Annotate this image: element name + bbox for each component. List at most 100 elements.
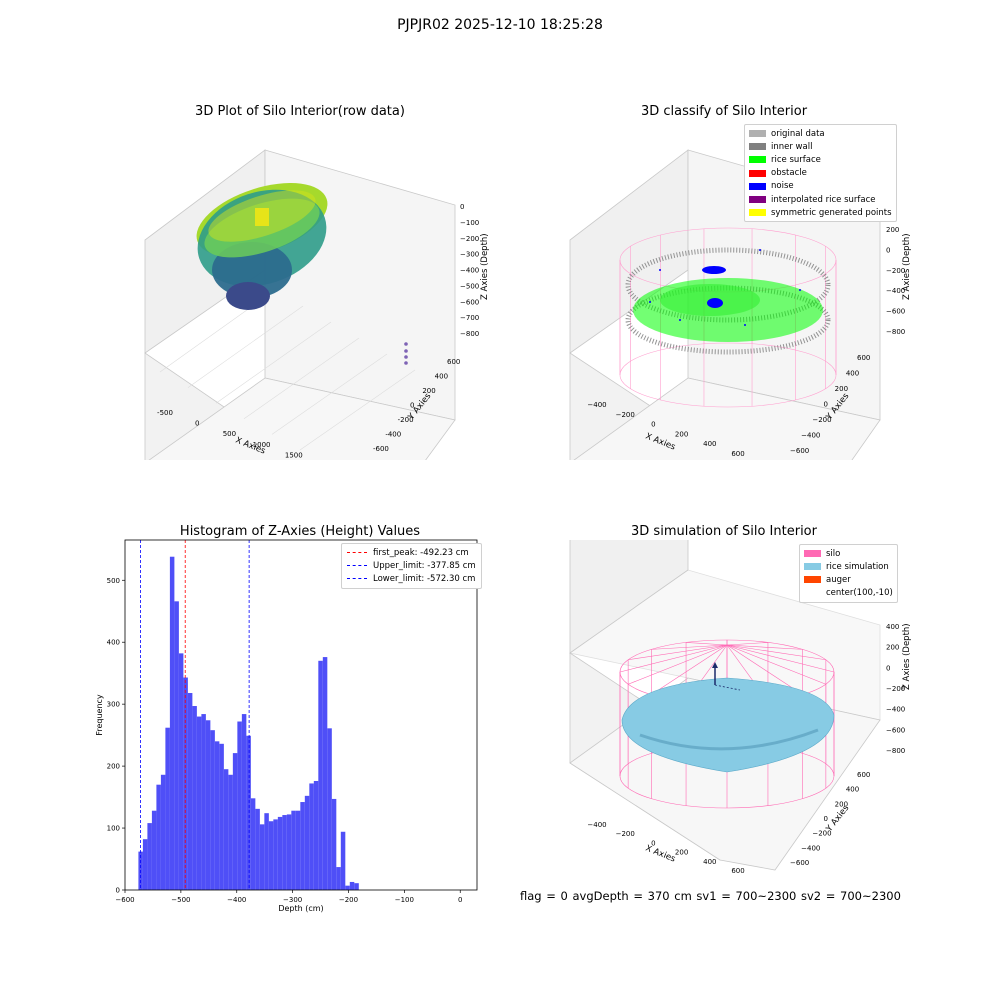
panel1-y-tick: -400 <box>385 431 401 439</box>
panel1-z-tick: 0 <box>460 203 464 211</box>
legend4-swatch <box>804 563 821 571</box>
histogram-y-label: Frequency <box>95 694 104 736</box>
panel2-x-ticks: −400 −200 0 200 400 600 <box>587 401 744 458</box>
histogram-legend-entry: Upper_limit: -377.85 cm <box>347 559 476 572</box>
panel4-z-tick: 200 <box>886 644 899 652</box>
panel4-x-tick: 200 <box>675 849 688 857</box>
histogram-bar <box>304 795 310 890</box>
panel2-y-tick: 600 <box>857 354 870 362</box>
legend2-swatch <box>749 130 766 138</box>
legend2-swatch <box>749 182 766 190</box>
panel4-x-label: X Axies <box>644 844 677 865</box>
histogram-bar <box>340 831 346 890</box>
panel2-x-tick: 0 <box>651 421 655 429</box>
legend2-label: noise <box>771 181 794 192</box>
histogram-y-tick: 300 <box>107 701 120 709</box>
histogram-legend-label: Lower_limit: -572.30 cm <box>373 573 476 584</box>
panel4-z-ticks: 400 200 0 −200 −400 −600 −800 <box>886 623 905 755</box>
legend4-label: auger <box>826 574 851 585</box>
panel2-z-tick: 200 <box>886 226 899 234</box>
histogram-x-tick: −100 <box>395 896 414 904</box>
histogram-bar <box>273 819 278 890</box>
histogram-axes-frame <box>124 539 478 891</box>
panel2-y-tick: −600 <box>790 447 809 455</box>
panel1-x-tick: -500 <box>157 409 173 417</box>
histogram-bar <box>300 802 305 890</box>
histogram-y-tick: 200 <box>107 763 120 771</box>
histogram-bar <box>250 798 256 890</box>
panel1-z-tick: −200 <box>460 235 479 243</box>
histogram-bar <box>349 881 355 890</box>
histogram-legend-entry: first_peak: -492.23 cm <box>347 546 476 559</box>
panel1-y-tick: -600 <box>373 445 389 453</box>
panel1-x-tick: 500 <box>223 430 236 438</box>
histogram-bar <box>165 727 170 890</box>
panel2-z-tick: −200 <box>886 267 905 275</box>
panel2-z-label: Z Axies (Depth) <box>902 233 912 300</box>
panel2-noise-points <box>649 249 801 326</box>
histogram-bar <box>237 721 242 890</box>
panel2-x-tick: 200 <box>675 430 688 438</box>
panel2-z-tick: −600 <box>886 308 905 316</box>
panel1-x-tick: 1500 <box>285 451 303 459</box>
histogram-bar <box>232 753 238 890</box>
histogram-bar <box>354 883 359 890</box>
histogram-bar <box>331 798 337 890</box>
panel3-title: Histogram of Z-Axies (Height) Values <box>179 524 421 539</box>
histogram-bars <box>138 556 359 890</box>
legend2-entry: rice surface <box>749 153 892 166</box>
panel2-y-ticks: −600 −400 −200 0 200 400 600 <box>790 354 870 455</box>
panel1-x-tick: 1000 <box>253 441 271 449</box>
histogram-bar <box>187 693 193 890</box>
panel2-x-tick: −400 <box>587 401 606 409</box>
panel1-x-tick: 0 <box>195 420 199 428</box>
legend2-swatch <box>749 143 766 151</box>
legend4-label: silo <box>826 548 841 559</box>
legend4-swatch <box>804 550 821 558</box>
legend4-entry: center(100,-10) <box>804 587 893 600</box>
histogram-bar <box>196 716 202 890</box>
histogram-legend-line <box>347 552 367 554</box>
histogram-y-tick: 100 <box>107 825 120 833</box>
panel1-y-tick: 400 <box>435 373 448 381</box>
panel1-z-tick: −100 <box>460 219 479 227</box>
histogram-bar <box>142 839 148 890</box>
figure-title: PJPJR02 2025-12-10 18:25:28 <box>397 17 603 33</box>
histogram-legend-line <box>347 565 367 567</box>
histogram-bar <box>192 706 197 890</box>
panel2-legend: original data inner wall rice surface obsta… <box>744 124 897 223</box>
legend2-swatch <box>749 196 766 204</box>
legend4-entry: silo <box>804 547 893 560</box>
histogram-reference-lines <box>140 540 250 890</box>
status-readout: flag = 0 avgDepth = 370 cm sv1 = 700~230… <box>520 889 901 903</box>
legend2-label: obstacle <box>771 168 807 179</box>
histogram-bar <box>336 867 341 890</box>
histogram-bar <box>201 714 206 890</box>
legend4-label: rice simulation <box>826 561 889 572</box>
panel4-z-tick: −600 <box>886 726 905 734</box>
panel4-y-tick: 0 <box>824 815 828 823</box>
histogram-bar <box>295 810 301 890</box>
panel2-y-tick: 200 <box>835 385 848 393</box>
legend2-label: inner wall <box>771 141 813 152</box>
panel4-y-tick: 200 <box>835 800 848 808</box>
panel1-y-tick: 200 <box>422 387 435 395</box>
histogram-x-label: Depth (cm) <box>278 904 323 913</box>
panel4-z-label: Z Axies (Depth) <box>902 623 912 690</box>
histogram-legend-line <box>347 578 367 580</box>
histogram-bar <box>309 783 314 890</box>
histogram-legend-label: first_peak: -492.23 cm <box>373 547 469 558</box>
histogram-bar <box>259 824 265 890</box>
histogram-bar <box>277 816 283 890</box>
legend2-label: original data <box>771 128 825 139</box>
legend2-entry: obstacle <box>749 167 892 180</box>
panel2-y-tick: −200 <box>812 416 831 424</box>
histogram-legend-label: Upper_limit: -377.85 cm <box>373 560 476 571</box>
panel4-x-tick: 0 <box>651 839 655 847</box>
panel4-z-tick: −200 <box>886 685 905 693</box>
legend2-label: interpolated rice surface <box>771 194 876 205</box>
histogram-bar <box>246 735 251 890</box>
panel1-y-tick: 0 <box>410 402 414 410</box>
histogram-x-ticks: −600 −500 −400 −300 −200 −100 0 <box>115 890 462 904</box>
panel2-x-tick: −200 <box>616 411 635 419</box>
